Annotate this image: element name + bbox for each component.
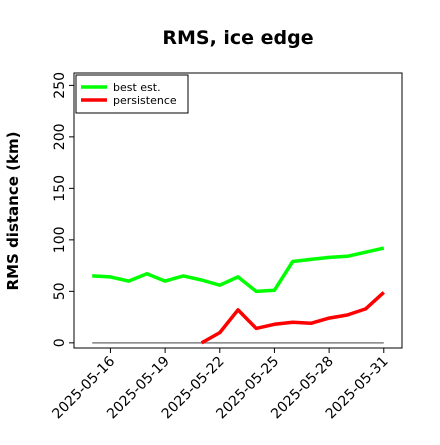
y-tick-label: 250 bbox=[52, 72, 68, 99]
plot-area-frame bbox=[73, 72, 403, 349]
y-tick-label: 150 bbox=[52, 175, 68, 202]
y-tick-label: 50 bbox=[52, 282, 68, 300]
y-tick-label: 100 bbox=[52, 226, 68, 253]
legend-label: best est. bbox=[113, 81, 161, 94]
legend-box bbox=[75, 74, 189, 114]
series-line-persistence bbox=[200, 291, 385, 345]
chart-title: RMS, ice edge bbox=[162, 27, 313, 49]
y-axis-label: RMS distance (km) bbox=[4, 132, 22, 291]
y-tick-label: 200 bbox=[52, 123, 68, 150]
series-line-best-est bbox=[92, 246, 385, 294]
y-tick-label: 0 bbox=[52, 338, 68, 347]
legend-label: persistence bbox=[113, 94, 177, 107]
legend: best est.persistence bbox=[75, 74, 189, 114]
